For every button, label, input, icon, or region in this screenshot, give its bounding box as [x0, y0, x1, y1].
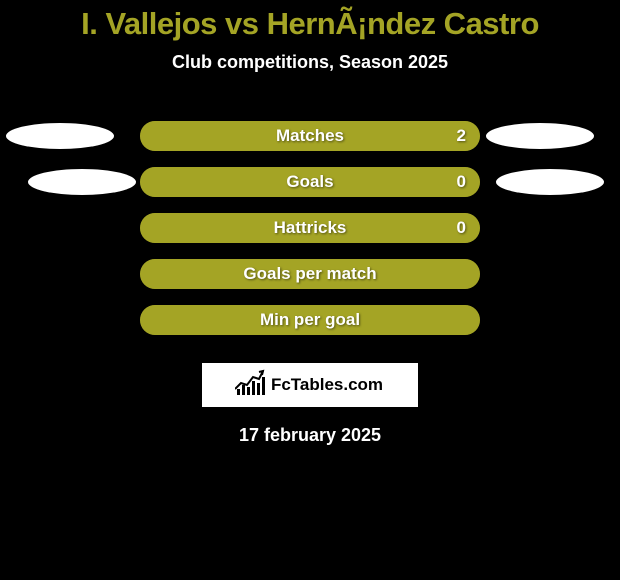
stat-row: Hattricks 0	[0, 205, 620, 251]
stat-label: Matches	[276, 126, 344, 146]
page-title: I. Vallejos vs HernÃ¡ndez Castro	[0, 0, 620, 42]
right-marker-ellipse	[486, 123, 594, 149]
logo-box: FcTables.com	[202, 363, 418, 407]
right-marker-ellipse	[496, 169, 604, 195]
stat-pill: Goals 0	[140, 167, 480, 197]
stat-value: 0	[457, 218, 466, 238]
logo-inner: FcTables.com	[237, 375, 383, 395]
logo-trend-line	[235, 369, 265, 391]
date-label: 17 february 2025	[0, 425, 620, 446]
stat-pill: Matches 2	[140, 121, 480, 151]
left-marker-ellipse	[6, 123, 114, 149]
stat-label: Goals per match	[243, 264, 376, 284]
logo-chart-icon	[237, 377, 265, 395]
stat-label: Goals	[286, 172, 333, 192]
stat-pill: Goals per match	[140, 259, 480, 289]
logo-text: FcTables.com	[271, 375, 383, 395]
left-marker-ellipse	[28, 169, 136, 195]
stat-pill: Min per goal	[140, 305, 480, 335]
stat-label: Hattricks	[274, 218, 347, 238]
stat-value: 2	[457, 126, 466, 146]
stat-row: Matches 2	[0, 113, 620, 159]
stat-row: Goals 0	[0, 159, 620, 205]
stat-row: Min per goal	[0, 297, 620, 343]
stats-container: Matches 2 Goals 0 Hattricks 0 Goals per match M…	[0, 113, 620, 343]
stat-row: Goals per match	[0, 251, 620, 297]
stat-value: 0	[457, 172, 466, 192]
stat-label: Min per goal	[260, 310, 360, 330]
subtitle: Club competitions, Season 2025	[0, 52, 620, 73]
stat-pill: Hattricks 0	[140, 213, 480, 243]
